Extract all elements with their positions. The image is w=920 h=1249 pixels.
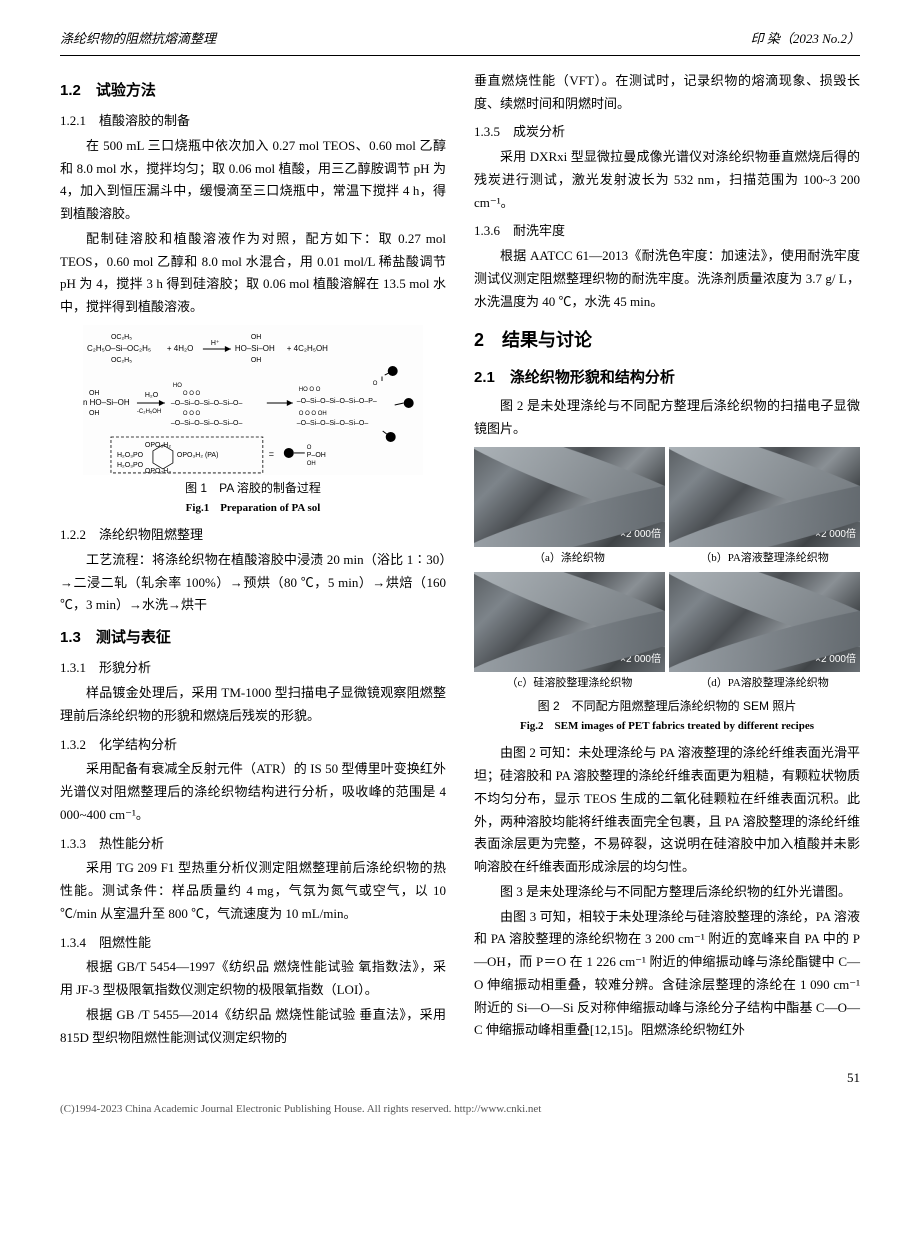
para-l5: 采用配备有衰减全反射元件（ATR）的 IS 50 型傅里叶变换红外光谱仪对阻燃整… — [60, 758, 446, 826]
sem-image-d: ×2 000倍 — [669, 572, 860, 672]
heading-2-1: 2.1 涤纶织物形貌和结构分析 — [474, 365, 860, 391]
svg-text:OC₂H₅: OC₂H₅ — [111, 357, 132, 364]
para-r2: 根据 AATCC 61—2013《耐洗色牢度：加速法》，使用耐洗牢度测试仪测定阻… — [474, 245, 860, 313]
heading-1-2: 1.2 试验方法 — [60, 78, 446, 104]
sem-mag-d: ×2 000倍 — [815, 651, 856, 669]
svg-text:–O–Si–O–Si–O–Si–O–P–: –O–Si–O–Si–O–Si–O–P– — [297, 398, 377, 405]
heading-1-3-6: 1.3.6 耐洗牢度 — [474, 220, 860, 243]
figure-1-scheme: OC₂H₅ C₂H₅O–Si–OC₂H₅ OC₂H₅ + 4H₂O H⁺ OH … — [83, 325, 423, 475]
header-left: 涤纶织物的阻燃抗熔滴整理 — [60, 28, 216, 51]
para-l2: 配制硅溶胶和植酸溶液作为对照，配方如下：取 0.27 mol TEOS，0.60… — [60, 228, 446, 319]
para-l1: 在 500 mL 三口烧瓶中依次加入 0.27 mol TEOS、0.60 mo… — [60, 135, 446, 226]
svg-text:P–OH: P–OH — [307, 452, 326, 459]
svg-text:C₂H₅O–Si–OC₂H₅: C₂H₅O–Si–OC₂H₅ — [87, 344, 151, 353]
svg-text:+ 4C₂H₅OH: + 4C₂H₅OH — [287, 344, 328, 353]
svg-text:-C₂H₅OH: -C₂H₅OH — [137, 409, 161, 415]
sem-d: ×2 000倍 （d）PA溶胶整理涤纶织物 — [669, 572, 860, 693]
svg-text:‖: ‖ — [381, 377, 383, 383]
svg-text:OC₂H₅: OC₂H₅ — [111, 334, 132, 341]
svg-text:–O–Si–O–Si–O–Si–O–: –O–Si–O–Si–O–Si–O– — [171, 400, 243, 407]
header-right: 印 染（2023 No.2） — [751, 28, 860, 51]
sem-label-c: （c）硅溶胶整理涤纶织物 — [474, 674, 665, 693]
sem-mag-b: ×2 000倍 — [815, 526, 856, 544]
svg-text:OH: OH — [89, 390, 99, 397]
sem-mag-c: ×2 000倍 — [620, 651, 661, 669]
fig2-caption-zh: 图 2 不同配方阻燃整理后涤纶织物的 SEM 照片 — [474, 696, 860, 717]
sem-mag-a: ×2 000倍 — [620, 526, 661, 544]
heading-1-3: 1.3 测试与表征 — [60, 625, 446, 651]
sem-label-d: （d）PA溶胶整理涤纶织物 — [669, 674, 860, 693]
para-r5: 图 3 是未处理涤纶与不同配方整理后涤纶织物的红外光谱图。 — [474, 881, 860, 904]
para-r1: 采用 DXRxi 型显微拉曼成像光谱仪对涤纶织物垂直燃烧后得的残炭进行测试，激光… — [474, 146, 860, 214]
svg-text:H₂O₃PO: H₂O₃PO — [117, 452, 144, 459]
fig2-caption-en: Fig.2 SEM images of PET fabrics treated … — [474, 717, 860, 736]
para-l7: 根据 GB/T 5454—1997《纺织品 燃烧性能试验 氧指数法》，采用 JF… — [60, 956, 446, 1002]
svg-text:OH: OH — [89, 410, 99, 417]
para-r3: 图 2 是未处理涤纶与不同配方整理后涤纶织物的扫描电子显微镜图片。 — [474, 395, 860, 441]
svg-text:O O O: O O O — [183, 411, 201, 417]
svg-text:HO–Si–OH: HO–Si–OH — [235, 344, 275, 353]
svg-text:OPO₃H₂ (PA): OPO₃H₂ (PA) — [177, 452, 219, 459]
right-column: 垂直燃烧性能（VFT）。在测试时，记录织物的熔滴现象、损毁长度、续燃时间和阴燃时… — [474, 70, 860, 1052]
para-l3: 工艺流程：将涤纶织物在植酸溶胶中浸渍 20 min（浴比 1∶30）→二浸二轧（… — [60, 549, 446, 617]
svg-text:OH: OH — [251, 334, 261, 341]
left-column: 1.2 试验方法 1.2.1 植酸溶胶的制备 在 500 mL 三口烧瓶中依次加… — [60, 70, 446, 1052]
sem-label-b: （b）PA溶液整理涤纶织物 — [669, 549, 860, 568]
svg-text:–O–Si–O–Si–O–Si–O–: –O–Si–O–Si–O–Si–O– — [297, 420, 369, 427]
page-header: 涤纶织物的阻燃抗熔滴整理 印 染（2023 No.2） — [60, 28, 860, 56]
sem-b: ×2 000倍 （b）PA溶液整理涤纶织物 — [669, 447, 860, 568]
heading-1-3-2: 1.3.2 化学结构分析 — [60, 734, 446, 757]
heading-1-2-2: 1.2.2 涤纶织物阻燃整理 — [60, 524, 446, 547]
figure-2-sem-grid: ×2 000倍 （a）涤纶织物 ×2 000倍 （b）PA溶液整理涤纶织物 ×2… — [474, 447, 860, 694]
two-column-body: 1.2 试验方法 1.2.1 植酸溶胶的制备 在 500 mL 三口烧瓶中依次加… — [60, 70, 860, 1052]
svg-text:HO: HO — [173, 383, 182, 389]
svg-text:H₂O₃PO: H₂O₃PO — [117, 462, 144, 469]
svg-text:n HO–Si–OH: n HO–Si–OH — [83, 398, 130, 407]
sem-image-c: ×2 000倍 — [474, 572, 665, 672]
svg-text:O: O — [373, 381, 378, 387]
heading-1-3-3: 1.3.3 热性能分析 — [60, 833, 446, 856]
para-l4: 样品镀金处理后，采用 TM-1000 型扫描电子显微镜观察阻燃整理前后涤纶织物的… — [60, 682, 446, 728]
fig1-caption-zh: 图 1 PA 溶胶的制备过程 — [60, 478, 446, 499]
svg-text:–O–Si–O–Si–O–Si–O–: –O–Si–O–Si–O–Si–O– — [171, 420, 243, 427]
svg-text:H₂O: H₂O — [145, 392, 159, 399]
para-r4: 由图 2 可知：未处理涤纶与 PA 溶液整理的涤纶纤维表面光滑平坦；硅溶胶和 P… — [474, 742, 860, 879]
heading-1-3-5: 1.3.5 成炭分析 — [474, 121, 860, 144]
para-r6: 由图 3 可知，相较于未处理涤纶与硅溶胶整理的涤纶，PA 溶液和 PA 溶胶整理… — [474, 906, 860, 1043]
sem-c: ×2 000倍 （c）硅溶胶整理涤纶织物 — [474, 572, 665, 693]
footer-copyright: (C)1994-2023 China Academic Journal Elec… — [60, 1100, 860, 1119]
sem-label-a: （a）涤纶织物 — [474, 549, 665, 568]
svg-text:O O O OH: O O O OH — [299, 411, 327, 417]
heading-1-3-4: 1.3.4 阻燃性能 — [60, 932, 446, 955]
svg-text:O O O: O O O — [183, 391, 201, 397]
svg-text:H⁺: H⁺ — [211, 340, 220, 347]
sem-a: ×2 000倍 （a）涤纶织物 — [474, 447, 665, 568]
sem-image-a: ×2 000倍 — [474, 447, 665, 547]
svg-text:OH: OH — [251, 357, 261, 364]
heading-1-3-1: 1.3.1 形貌分析 — [60, 657, 446, 680]
svg-text:+ 4H₂O: + 4H₂O — [167, 344, 193, 353]
fig1-caption-en: Fig.1 Preparation of PA sol — [60, 499, 446, 518]
para-r0: 垂直燃烧性能（VFT）。在测试时，记录织物的熔滴现象、损毁长度、续燃时间和阴燃时… — [474, 70, 860, 116]
sem-image-b: ×2 000倍 — [669, 447, 860, 547]
svg-text:HO O O: HO O O — [299, 387, 321, 393]
svg-text:OPO₃H₂: OPO₃H₂ — [145, 468, 171, 475]
svg-text:OH: OH — [307, 461, 316, 467]
svg-text:O: O — [307, 445, 312, 451]
page-number: 51 — [60, 1067, 860, 1090]
heading-1-2-1: 1.2.1 植酸溶胶的制备 — [60, 110, 446, 133]
heading-2: 2 结果与讨论 — [474, 325, 860, 357]
svg-text:=: = — [269, 449, 274, 459]
para-l8: 根据 GB /T 5455—2014《纺织品 燃烧性能试验 垂直法》，采用 81… — [60, 1004, 446, 1050]
para-l6: 采用 TG 209 F1 型热重分析仪测定阻燃整理前后涤纶织物的热性能。测试条件… — [60, 857, 446, 925]
